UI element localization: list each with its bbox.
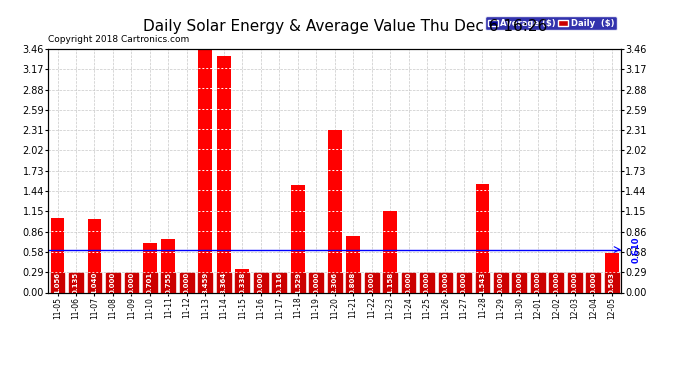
Bar [328, 130, 342, 292]
Bar [531, 273, 545, 292]
Bar [346, 273, 360, 292]
Bar [143, 273, 157, 292]
Text: 0.000: 0.000 [516, 272, 522, 294]
Bar [254, 273, 268, 292]
Bar [365, 273, 379, 292]
Text: 3.364: 3.364 [221, 272, 227, 294]
Text: 0.000: 0.000 [442, 272, 448, 294]
Bar [568, 273, 582, 292]
Bar [290, 273, 304, 292]
Text: 0.610: 0.610 [631, 236, 640, 263]
Bar [199, 273, 213, 292]
Text: Daily Solar Energy & Average Value Thu Dec 6 16:26: Daily Solar Energy & Average Value Thu D… [143, 19, 547, 34]
Bar [290, 185, 304, 292]
Bar [161, 239, 175, 292]
Bar [383, 211, 397, 292]
Text: 0.000: 0.000 [572, 272, 578, 294]
Text: 0.000: 0.000 [368, 272, 375, 294]
Text: 1.529: 1.529 [295, 272, 301, 294]
Text: 0.000: 0.000 [553, 272, 560, 294]
Bar [605, 253, 619, 292]
Text: 3.459: 3.459 [202, 272, 208, 294]
Text: 1.056: 1.056 [55, 272, 61, 294]
Bar [88, 219, 101, 292]
Bar [217, 273, 230, 292]
Text: 1.040: 1.040 [92, 272, 97, 294]
Legend: Average ($), Daily  ($): Average ($), Daily ($) [485, 16, 617, 30]
Text: 0.000: 0.000 [128, 272, 135, 294]
Bar [273, 273, 286, 292]
Text: 0.000: 0.000 [461, 272, 467, 294]
Bar [605, 273, 619, 292]
Bar [69, 273, 83, 292]
Bar [549, 273, 563, 292]
Bar [586, 273, 600, 292]
Bar [346, 236, 360, 292]
Text: Copyright 2018 Cartronics.com: Copyright 2018 Cartronics.com [48, 35, 190, 44]
Text: 0.701: 0.701 [147, 272, 153, 294]
Text: 0.808: 0.808 [350, 272, 356, 294]
Text: 1.158: 1.158 [387, 272, 393, 294]
Bar [475, 184, 489, 292]
Text: 0.000: 0.000 [184, 272, 190, 294]
Bar [235, 273, 249, 292]
Text: 0.000: 0.000 [110, 272, 116, 294]
Bar [235, 269, 249, 292]
Bar [180, 273, 194, 292]
Bar [457, 273, 471, 292]
Bar [69, 283, 83, 292]
Bar [106, 273, 120, 292]
Bar [439, 273, 453, 292]
Text: 0.000: 0.000 [424, 272, 430, 294]
Text: 0.000: 0.000 [313, 272, 319, 294]
Text: 2.306: 2.306 [332, 272, 337, 294]
Bar [475, 273, 489, 292]
Bar [50, 273, 64, 292]
Bar [402, 273, 415, 292]
Bar [309, 273, 323, 292]
Bar [273, 284, 286, 292]
Bar [161, 273, 175, 292]
Text: 0.755: 0.755 [166, 272, 171, 294]
Text: 0.338: 0.338 [239, 272, 245, 294]
Bar [328, 273, 342, 292]
Bar [50, 218, 64, 292]
Text: 0.000: 0.000 [406, 272, 411, 294]
Text: 0.135: 0.135 [73, 272, 79, 294]
Text: 0.000: 0.000 [590, 272, 596, 294]
Bar [199, 49, 213, 292]
Text: 1.543: 1.543 [480, 272, 486, 294]
Bar [420, 273, 434, 292]
Bar [383, 273, 397, 292]
Text: 0.000: 0.000 [258, 272, 264, 294]
Text: 0.000: 0.000 [535, 272, 541, 294]
Text: 0.563: 0.563 [609, 272, 615, 294]
Bar [88, 273, 101, 292]
Bar [513, 273, 526, 292]
Text: 0.000: 0.000 [498, 272, 504, 294]
Bar [124, 273, 139, 292]
Bar [217, 56, 230, 292]
Bar [143, 243, 157, 292]
Bar [494, 273, 508, 292]
Text: 0.116: 0.116 [276, 272, 282, 294]
